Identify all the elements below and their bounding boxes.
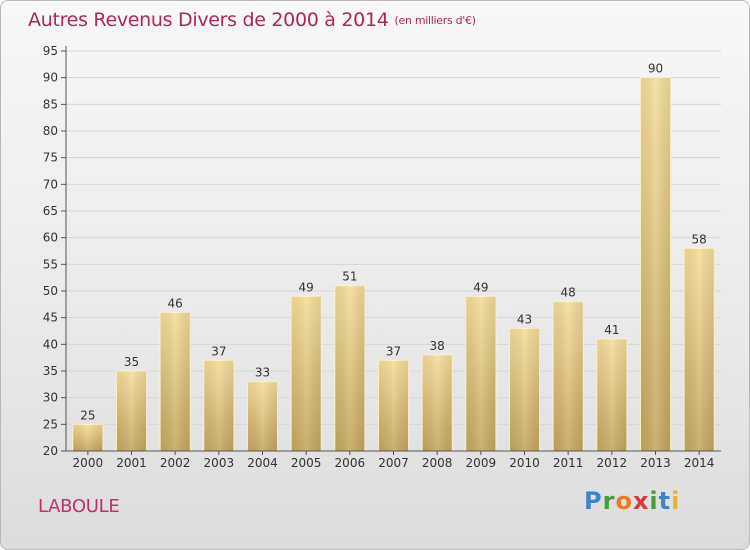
value-label-2012: 41 [604,323,619,337]
x-tick-label-2008: 2008 [422,456,453,470]
bar-shade-2010 [509,328,540,451]
chart-title: Autres Revenus Divers de 2000 à 2014 (en … [28,9,476,31]
y-tick-label: 40 [43,337,58,351]
value-label-2013: 90 [648,62,663,76]
y-tick-label: 70 [43,177,58,191]
y-tick-label: 30 [43,391,58,405]
value-label-2005: 49 [299,280,314,294]
x-tick-label-2004: 2004 [247,456,278,470]
value-label-2009: 49 [473,280,488,294]
y-tick-label: 45 [43,311,58,325]
y-tick-label: 25 [43,417,58,431]
y-tick-label: 85 [43,97,58,111]
bar-shade-2000 [72,424,103,451]
bar-shade-2014 [684,248,715,451]
value-label-2003: 37 [211,344,226,358]
bar-shade-2007 [378,360,409,451]
value-label-2010: 43 [517,312,532,326]
y-tick-label: 95 [43,44,58,58]
x-tick-label-2007: 2007 [378,456,409,470]
x-tick-label-2014: 2014 [684,456,715,470]
bar-shade-2002 [160,312,191,451]
location-label: LABOULE [38,496,120,517]
y-tick-label: 65 [43,204,58,218]
x-tick-label-2013: 2013 [640,456,671,470]
bar-shade-2006 [334,285,365,451]
value-label-2011: 48 [561,286,576,300]
chart-title-text: Autres Revenus Divers de 2000 à 2014 [28,9,389,31]
x-tick-label-2000: 2000 [73,456,104,470]
y-tick-label: 55 [43,257,58,271]
value-label-2004: 33 [255,366,270,380]
x-tick-label-2011: 2011 [553,456,584,470]
bar-shade-2013 [640,77,671,452]
chart-subtitle: (en milliers d'€) [394,14,476,27]
bar-shade-2004 [247,381,278,451]
x-tick-label-2003: 2003 [204,456,235,470]
value-label-2001: 35 [124,355,139,369]
bar-shade-2012 [596,339,627,451]
x-tick-label-2001: 2001 [116,456,147,470]
y-tick-label: 90 [43,71,58,85]
value-label-2008: 38 [430,339,445,353]
x-tick-label-2005: 2005 [291,456,322,470]
value-label-2007: 37 [386,344,401,358]
bar-shade-2001 [116,371,147,451]
value-label-2006: 51 [342,270,357,284]
bar-shade-2008 [422,355,453,451]
y-tick-label: 60 [43,231,58,245]
bar-shade-2009 [465,296,496,451]
bar-shade-2005 [291,296,322,451]
value-label-2002: 46 [168,296,183,310]
x-tick-label-2010: 2010 [509,456,540,470]
labels: 25 35 46 37 33 49 51 37 38 49 43 48 41 90 58 [80,62,707,423]
x-tick-label-2002: 2002 [160,456,191,470]
y-tick-label: 50 [43,284,58,298]
y-tick-label: 80 [43,124,58,138]
x-tick-label-2012: 2012 [597,456,628,470]
value-label-2014: 58 [692,232,707,246]
x-tick-label-2009: 2009 [466,456,497,470]
bars [72,77,715,452]
bar-shade-2011 [553,301,584,451]
y-tick-label: 20 [43,444,58,458]
proxiti-logo: Proxiti [584,487,681,515]
y-tick-label: 75 [43,151,58,165]
bar-shade-2003 [203,360,234,451]
y-tick-label: 35 [43,364,58,378]
x-tick-label-2006: 2006 [335,456,366,470]
value-label-2000: 25 [80,408,95,422]
axes: 20 25 30 35 40 45 50 55 60 65 70 75 80 85 90 95 2000 2001… [43,44,721,470]
